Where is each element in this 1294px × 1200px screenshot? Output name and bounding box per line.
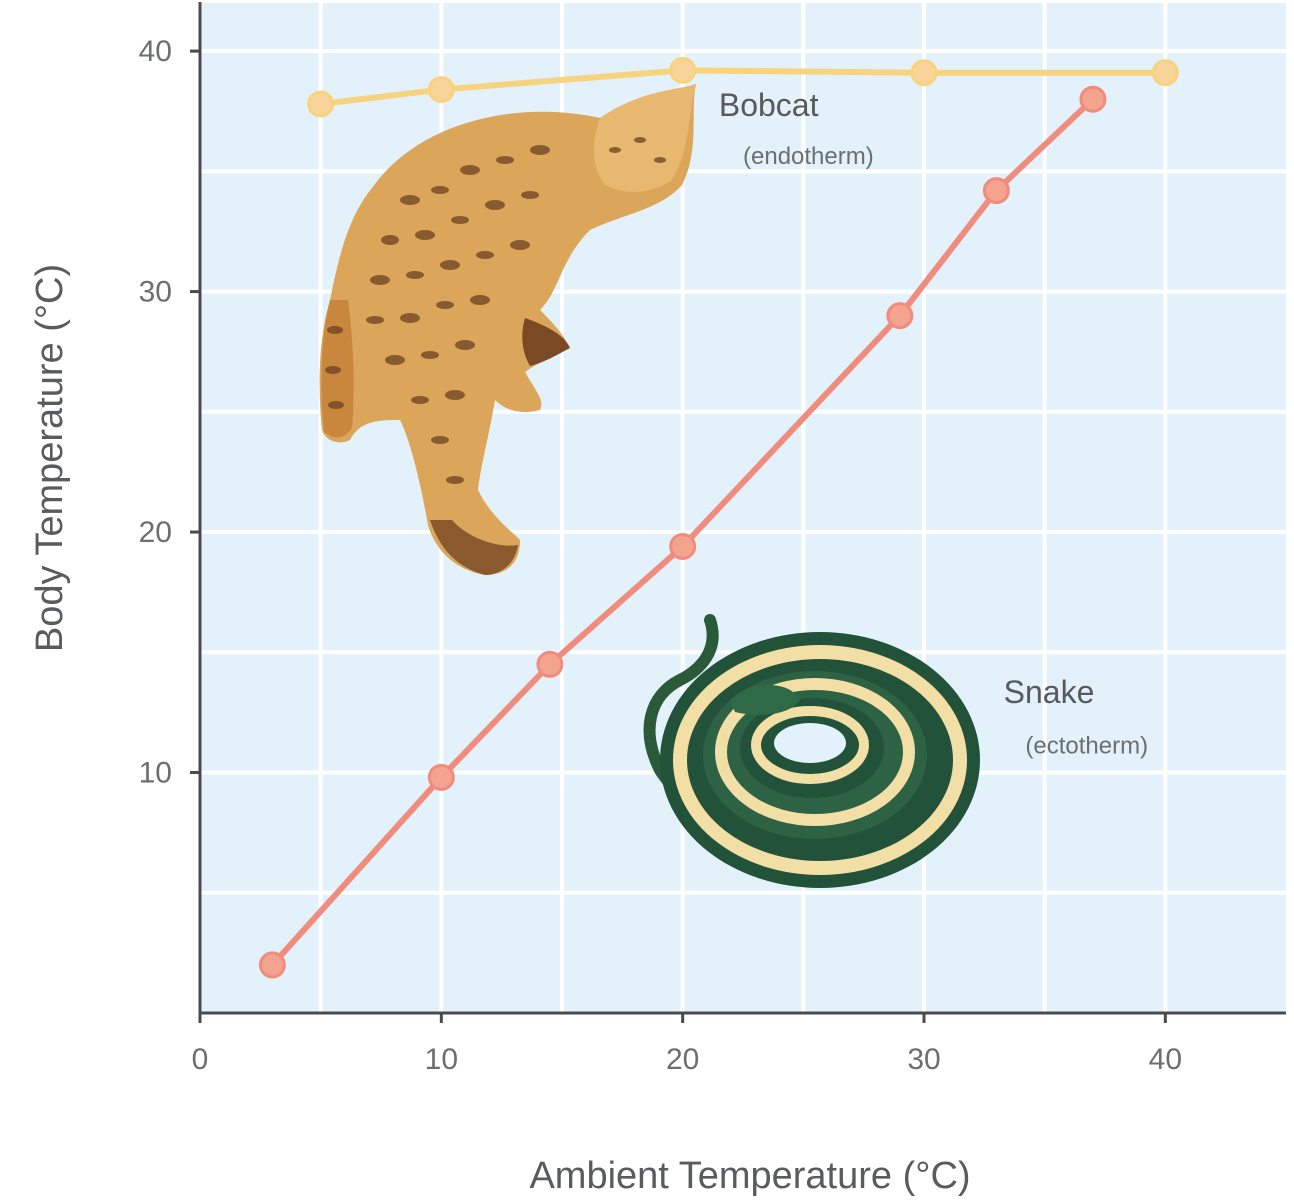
data-point xyxy=(427,763,455,791)
data-point xyxy=(1079,85,1107,113)
series-name-label: Bobcat xyxy=(719,87,819,123)
series-note-label: (endotherm) xyxy=(743,143,874,170)
series-note-label: (ectotherm) xyxy=(1025,732,1148,759)
data-point xyxy=(427,76,455,104)
x-tick-label: 0 xyxy=(192,1043,209,1076)
data-point xyxy=(536,650,564,678)
x-tick-label: 20 xyxy=(666,1043,699,1076)
data-point xyxy=(307,90,335,118)
bobcat-illustration xyxy=(319,84,696,575)
series-bobcat xyxy=(307,56,1179,118)
axes xyxy=(198,2,1286,1015)
x-tick-label: 30 xyxy=(907,1043,940,1076)
y-tick-label: 30 xyxy=(139,276,172,309)
series-snake xyxy=(258,85,1107,979)
x-tick-label: 40 xyxy=(1149,1043,1182,1076)
data-point xyxy=(258,951,286,979)
series-name-label: Snake xyxy=(1004,674,1095,710)
series xyxy=(258,56,1179,979)
y-tick-label: 10 xyxy=(139,757,172,790)
data-point xyxy=(982,177,1010,205)
data-point xyxy=(886,302,914,330)
data-point xyxy=(1151,59,1179,87)
y-tick-label: 20 xyxy=(139,516,172,549)
data-point xyxy=(669,56,697,84)
y-tick-label: 40 xyxy=(139,35,172,68)
tick-labels: 0 10 20 30 40 10 20 30 40 xyxy=(139,35,1182,1076)
snake-illustration xyxy=(643,614,980,888)
x-tick-label: 10 xyxy=(425,1043,458,1076)
data-point xyxy=(669,532,697,560)
y-axis-title: Body Temperature (°C) xyxy=(29,264,71,652)
series-labels: Bobcat (endotherm) Snake (ectotherm) xyxy=(719,87,1148,759)
data-point xyxy=(910,59,938,87)
x-axis-title: Ambient Temperature (°C) xyxy=(529,1155,970,1197)
